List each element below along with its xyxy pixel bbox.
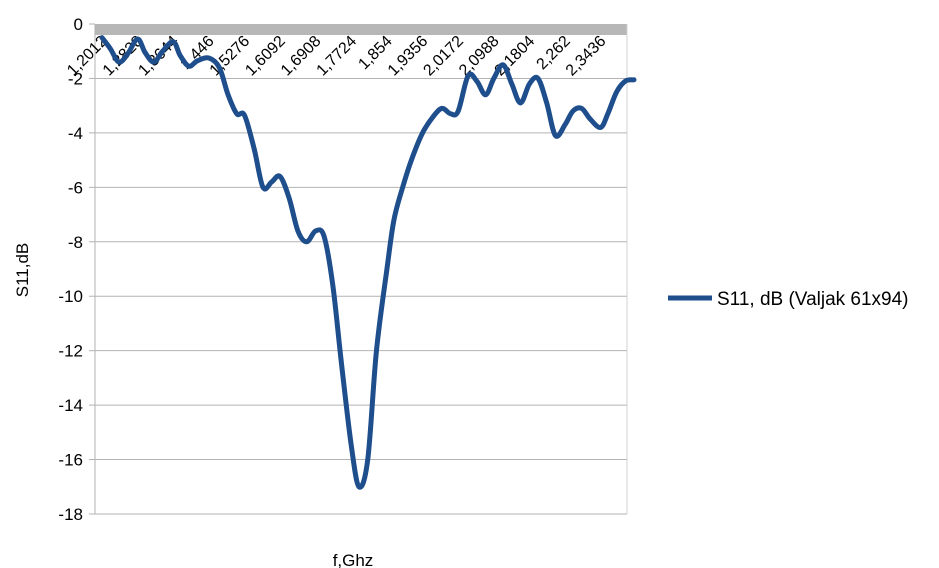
x-tick-label: 1,7724 [314, 33, 361, 80]
y-tick-label: -14 [58, 396, 83, 415]
y-tick-label: -10 [58, 287, 83, 306]
y-tick-label: -16 [58, 451, 83, 470]
legend-label: S11, dB (Valjak 61x94) [717, 289, 909, 310]
y-tick-label: -4 [68, 124, 83, 143]
x-tick-label: 2,3436 [563, 33, 610, 80]
zero-line-band [95, 24, 627, 35]
y-tick-label: -12 [58, 342, 83, 361]
gridlines [95, 77, 627, 515]
y-tick-label: -8 [68, 233, 83, 252]
legend: S11, dB (Valjak 61x94) [668, 289, 909, 310]
y-axis-ticks: 0 -2 -4 -6 -8 -10 -12 -14 -16 -18 [58, 15, 95, 524]
y-tick-label: 0 [74, 15, 83, 34]
series-line-s11 [99, 35, 637, 490]
y-tick-label: -2 [68, 69, 83, 88]
x-axis-title: f,Ghz [333, 551, 374, 568]
y-axis-title: S11,dB [13, 243, 32, 298]
y-tick-label: -18 [58, 505, 83, 524]
y-tick-label: -6 [68, 178, 83, 197]
